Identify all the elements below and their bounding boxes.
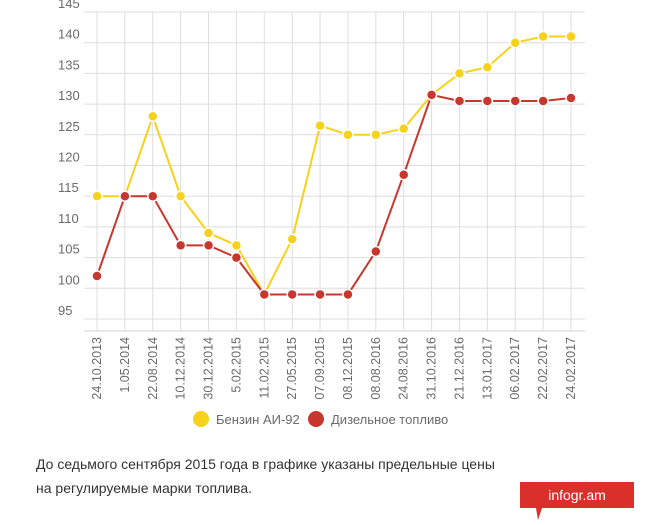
data-point	[537, 95, 549, 107]
caption-line-2: на регулируемые марки топлива.	[36, 480, 252, 496]
y-tick-label: 95	[58, 303, 72, 318]
data-point	[91, 190, 103, 202]
legend-label: Бензин АИ-92	[216, 412, 300, 427]
x-tick-label: 11.02.2015	[257, 337, 271, 399]
data-point	[370, 129, 382, 141]
grid-lines	[84, 11, 585, 332]
data-point	[397, 168, 410, 181]
data-point	[397, 122, 410, 135]
data-point	[258, 288, 271, 301]
y-tick-label: 125	[58, 119, 80, 134]
data-point	[342, 288, 354, 301]
data-point	[314, 288, 326, 301]
x-tick-label: 22.02.2017	[536, 337, 550, 400]
data-point	[565, 92, 577, 104]
x-tick-label: 22.08.2014	[146, 337, 160, 400]
y-tick-label: 140	[58, 27, 80, 42]
data-point	[370, 245, 382, 258]
data-point	[286, 233, 298, 245]
data-point	[91, 270, 103, 282]
y-axis-ticks: 145 140 135 130 125 120 115 110 105 100 95	[58, 0, 80, 318]
line-chart: 145 140 135 130 125 120 115 110 105 100 95 24.10.2…	[58, 0, 585, 427]
x-tick-label: 06.02.2017	[508, 337, 522, 400]
x-tick-label: 27.05.2015	[285, 337, 299, 400]
y-tick-label: 120	[58, 150, 80, 165]
legend-marker	[193, 411, 209, 427]
x-tick-label: 5.02.2015	[229, 337, 243, 393]
data-point	[453, 95, 466, 107]
data-point	[147, 190, 159, 202]
y-tick-label: 115	[58, 180, 79, 195]
legend-marker	[308, 411, 324, 427]
x-tick-label: 1.05.2014	[118, 337, 132, 393]
data-point	[147, 110, 159, 123]
y-tick-label: 135	[58, 57, 80, 72]
data-point	[314, 119, 326, 132]
series-line	[96, 93, 572, 296]
data-point	[565, 30, 577, 43]
data-point	[119, 190, 131, 202]
logo-text: infogr.am	[548, 487, 606, 503]
x-tick-label: 07.09.2015	[313, 337, 327, 400]
x-tick-label: 24.08.2016	[397, 337, 411, 400]
x-tick-label: 13.01.2017	[480, 337, 494, 400]
legend: Бензин АИ-92 Дизельное топливо	[193, 411, 448, 427]
data-point	[509, 36, 521, 49]
y-tick-label: 110	[58, 211, 79, 226]
data-point	[230, 251, 243, 264]
caption-line-1: До седьмого сентября 2015 года в графике…	[36, 456, 495, 472]
y-tick-label: 100	[58, 272, 80, 287]
x-tick-label: 31.10.2016	[425, 337, 439, 400]
x-axis-ticks: 24.10.2013 1.05.2014 22.08.2014 10.12.2014 3…	[90, 337, 578, 400]
infogram-logo[interactable]: infogr.am	[520, 482, 634, 520]
series-2	[91, 89, 577, 301]
data-point	[202, 239, 215, 252]
x-tick-label: 10.12.2014	[174, 337, 188, 400]
x-tick-label: 24.10.2013	[90, 337, 104, 400]
x-tick-label: 21.12.2016	[452, 337, 466, 400]
data-point	[230, 239, 243, 252]
x-tick-label: 08.08.2016	[369, 337, 383, 400]
series-layer	[91, 30, 577, 301]
y-tick-label: 145	[58, 0, 80, 11]
data-point	[509, 95, 521, 107]
series-line	[97, 35, 571, 297]
x-tick-label: 08.12.2015	[341, 337, 355, 400]
chart-caption: До седьмого сентября 2015 года в графике…	[36, 452, 556, 500]
data-point	[481, 95, 494, 107]
y-tick-label: 105	[58, 242, 80, 257]
data-point	[286, 288, 298, 301]
data-point	[342, 129, 354, 141]
data-point	[453, 67, 466, 80]
y-tick-label: 130	[58, 88, 80, 103]
data-point	[174, 239, 187, 252]
logo-shape	[520, 482, 634, 520]
legend-label: Дизельное топливо	[331, 412, 448, 427]
x-tick-label: 30.12.2014	[202, 337, 216, 400]
data-point	[425, 89, 438, 101]
data-point	[481, 61, 494, 74]
data-point	[202, 227, 215, 239]
x-tick-label: 24.02.2017	[564, 337, 578, 400]
series-1	[91, 30, 577, 301]
data-point	[174, 190, 187, 202]
data-point	[537, 30, 549, 43]
